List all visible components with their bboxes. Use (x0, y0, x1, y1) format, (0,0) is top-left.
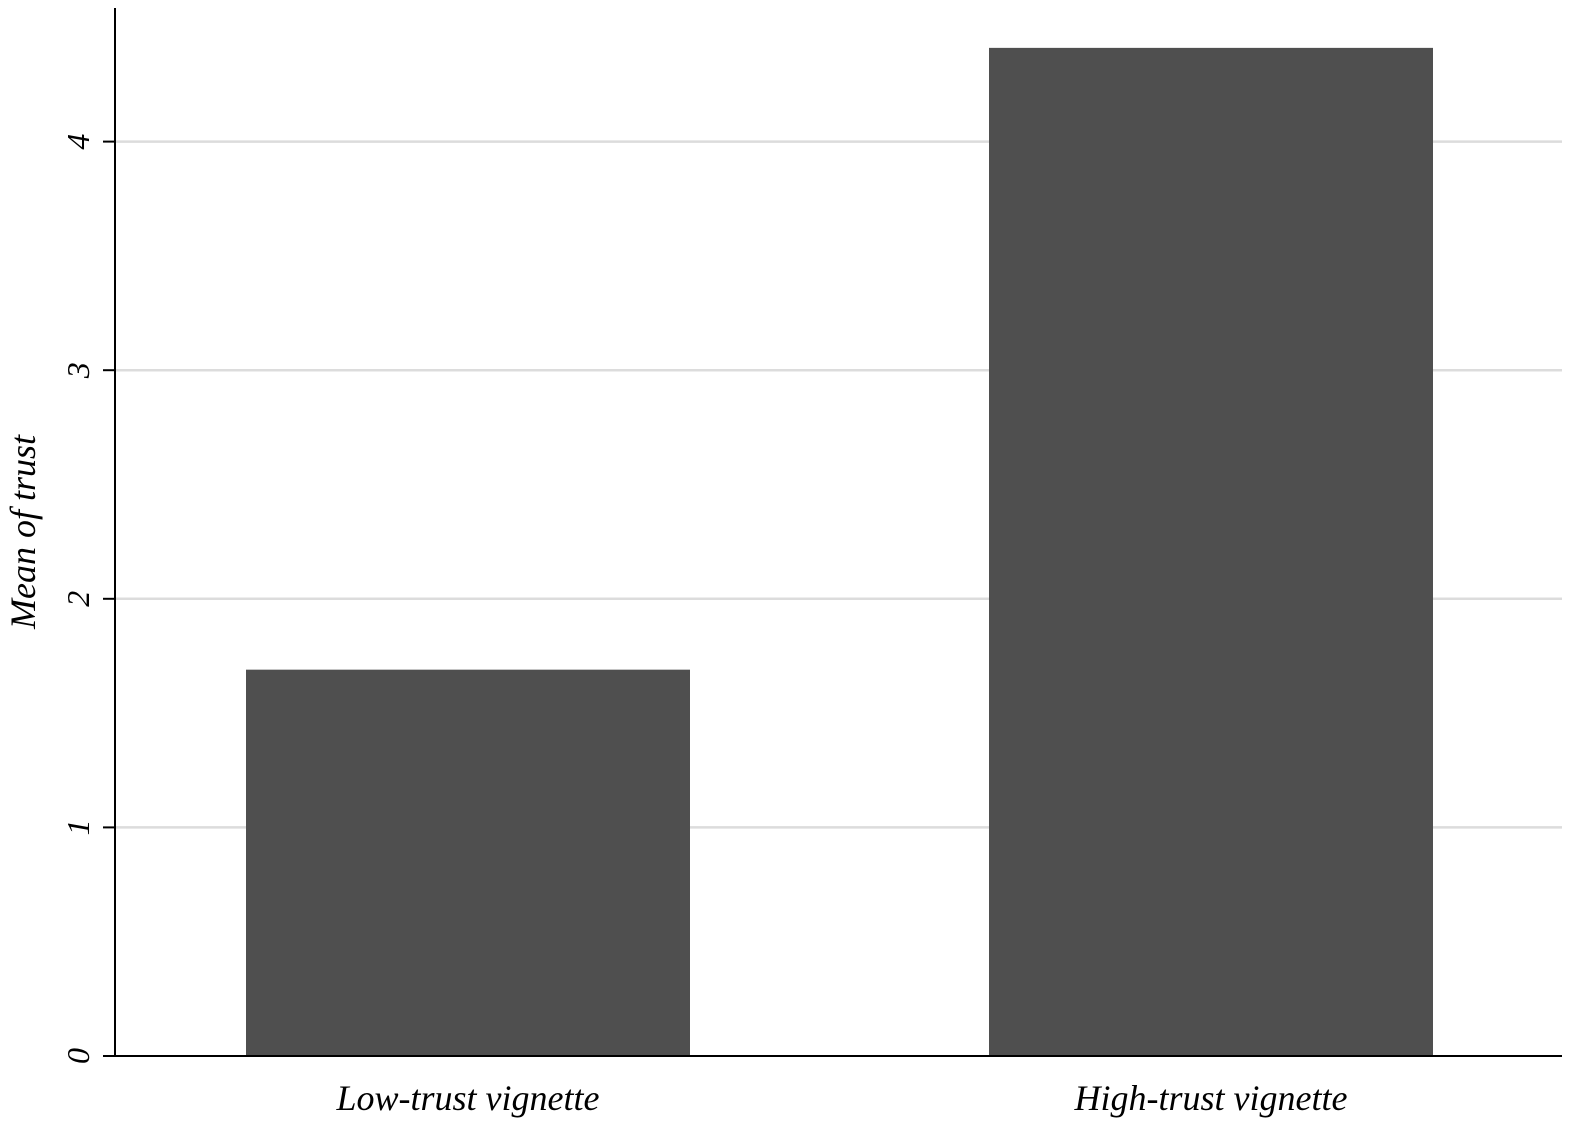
y-tick-label: 0 (60, 1048, 96, 1064)
bars (246, 47, 1433, 1056)
y-axis-title: Mean of trust (3, 434, 43, 630)
axes (114, 8, 1562, 1057)
y-ticks: 0 1 2 3 4 (60, 134, 115, 1064)
bar (246, 669, 690, 1056)
y-tick-label: 3 (60, 362, 96, 379)
y-tick-label: 4 (60, 134, 96, 150)
y-tick-label: 1 (60, 819, 96, 835)
category-labels: Low-trust vignette High-trust vignette (336, 1078, 1348, 1118)
x-category-label: Low-trust vignette (336, 1078, 600, 1118)
y-tick-label: 2 (60, 591, 96, 607)
bar (989, 47, 1433, 1056)
x-category-label: High-trust vignette (1074, 1078, 1348, 1118)
